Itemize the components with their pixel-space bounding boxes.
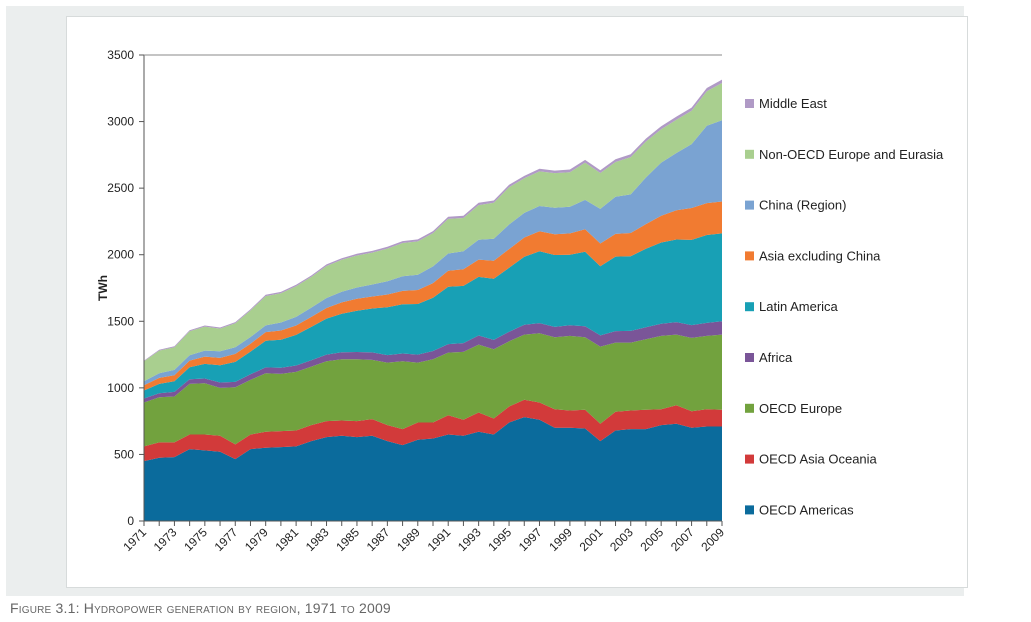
x-tick-label: 1979 [242,525,271,554]
y-tick-label: 2000 [107,248,134,262]
legend-label-africa: Africa [759,350,793,365]
legend-label-latin-america: Latin America [759,299,839,314]
legend-label-oecd-americas: OECD Americas [759,502,854,517]
y-tick-label: 0 [127,514,134,528]
y-tick-label: 2500 [107,181,134,195]
legend-label-oecd-europe: OECD Europe [759,401,842,416]
x-tick-label: 1983 [303,525,332,554]
x-tick-label: 1985 [333,525,362,554]
chart-frame: 0 500 1000 1500 2000 2500 3000 3500 1971 1973 197… [6,6,968,596]
legend-swatch-latin-america [745,302,754,312]
figure-caption: Figure 3.1: Hydropower generation by reg… [10,600,391,616]
area-oecd-americas [144,417,722,521]
axes [139,54,723,526]
x-tick-label: 1999 [546,525,575,554]
legend-swatch-china-region [745,200,754,210]
legend-swatch-africa [745,353,754,362]
x-tick-label: 2009 [698,525,727,554]
chart-box: 0 500 1000 1500 2000 2500 3000 3500 1971 1973 197… [66,16,968,588]
x-tick-label: 1973 [151,525,180,554]
legend-swatch-oecd-asia-oceania [745,454,754,464]
y-tick-label: 3500 [107,48,134,62]
legend-swatch-middle-east [745,99,754,108]
y-tick-labels: 0 500 1000 1500 2000 2500 3000 3500 [107,48,134,528]
area-oecd-europe [144,333,722,447]
x-tick-label: 2001 [577,525,606,554]
legend-label-asia-excluding-china: Asia excluding China [759,248,881,263]
legend-label-non-oecd-europe-and-eurasia: Non-OECD Europe and Eurasia [759,147,944,162]
legend-swatch-oecd-europe [745,403,754,413]
x-tick-label: 2005 [637,525,666,554]
legend-label-middle-east: Middle East [759,96,827,111]
legend-label-oecd-asia-oceania: OECD Asia Oceania [759,452,878,467]
x-tick-label: 1995 [485,525,514,554]
x-tick-label: 1989 [394,525,423,554]
x-tick-labels: 1971 1973 1975 1977 1979 1981 1983 1985 1987 1989… [120,525,727,554]
series-areas [144,79,722,521]
x-tick-label: 1987 [364,525,393,554]
y-axis-title: TWh [96,275,110,301]
x-tick-label: 1971 [120,525,149,554]
x-tick-label: 2003 [607,525,636,554]
x-tick-label: 1991 [425,525,454,554]
area-asia-excluding-china [144,201,722,391]
legend-swatch-non-oecd-europe-and-eurasia [745,149,754,159]
x-tick-label: 1997 [516,525,545,554]
y-tick-label: 1000 [107,381,134,395]
legend-swatch-asia-excluding-china [745,251,754,261]
area-africa [144,321,722,403]
y-tick-label: 3000 [107,115,134,129]
x-tick-label: 2007 [668,525,697,554]
legend: Middle East Non-OECD Europe and Eurasia Ch… [745,96,944,517]
area-oecd-asia-oceania [144,399,722,462]
area-latin-america [144,233,722,399]
y-tick-label: 500 [114,447,134,461]
area-non-oecd-europe-and-eurasia [144,83,722,382]
legend-swatch-oecd-americas [745,505,754,515]
x-tick-label: 1975 [181,525,210,554]
y-tick-label: 1500 [107,314,134,328]
legend-label-china-region: China (Region) [759,198,846,213]
x-tick-label: 1993 [455,525,484,554]
x-tick-label: 1981 [272,525,301,554]
x-tick-label: 1977 [212,525,241,554]
